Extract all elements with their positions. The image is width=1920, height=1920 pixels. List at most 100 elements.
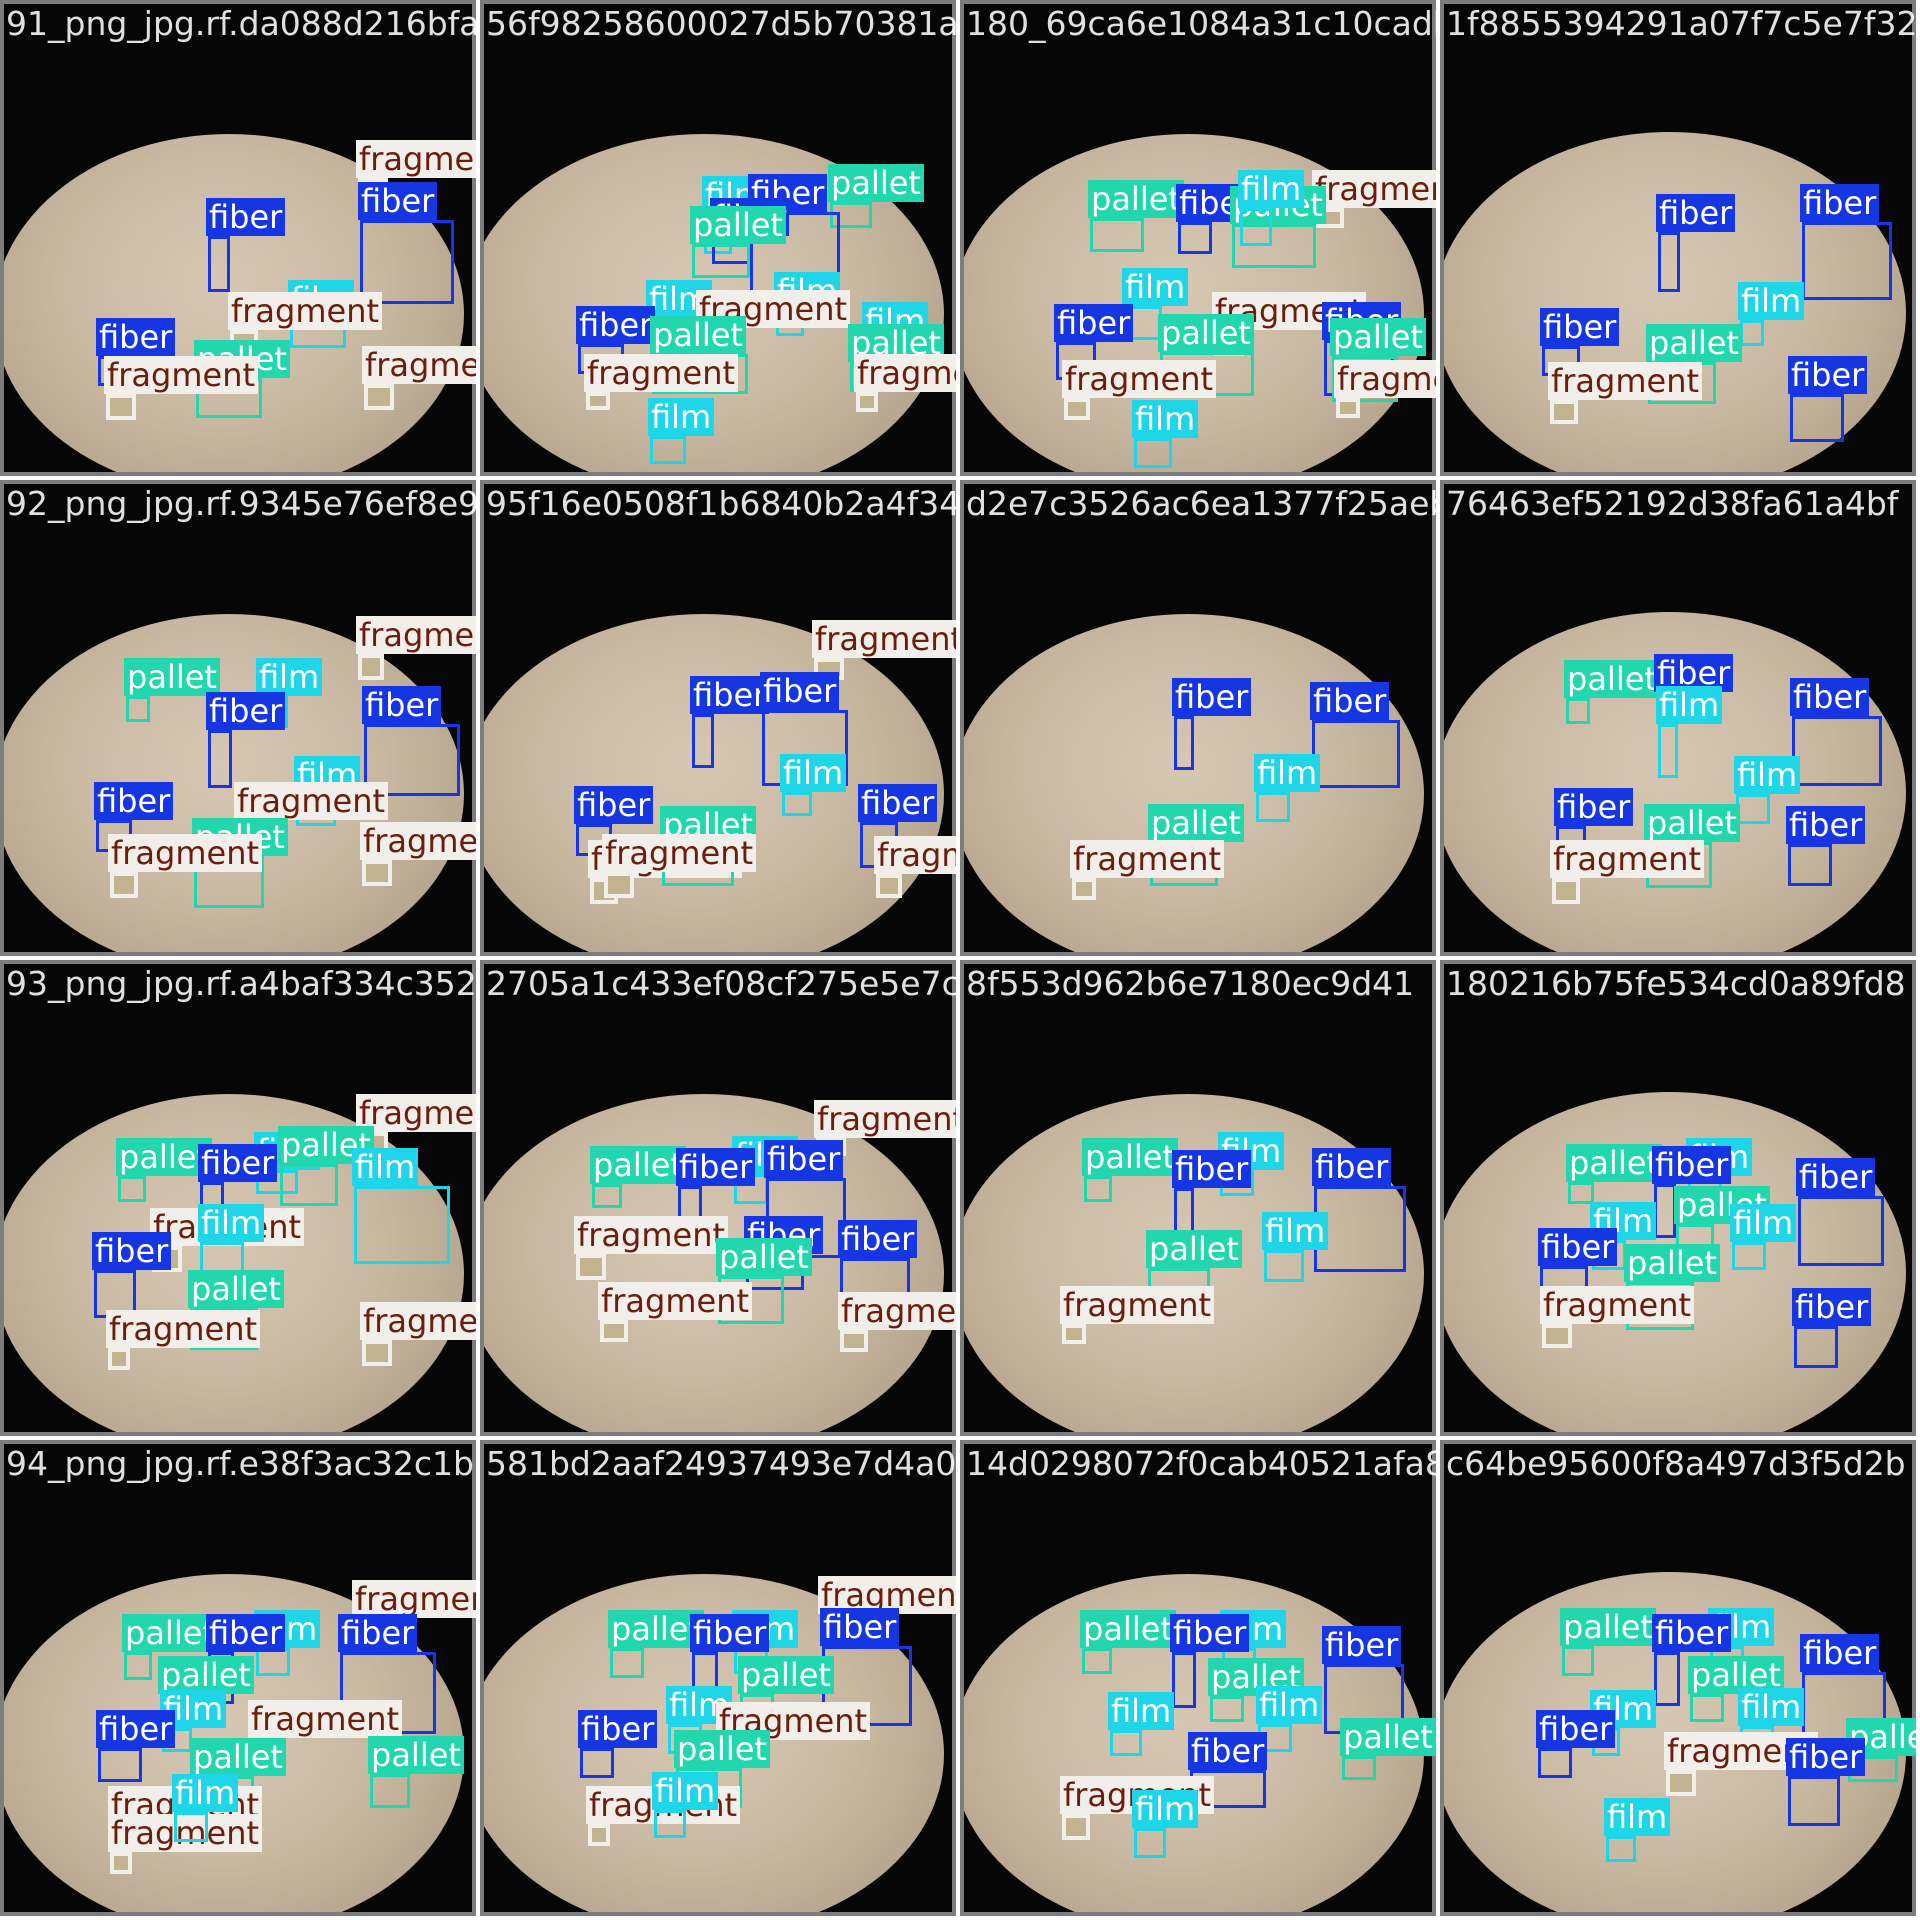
film-box	[174, 1812, 208, 1842]
mosaic-tile: fragmentpalletfilmfiberfiberfilmfiberfra…	[0, 480, 476, 956]
film-label: film	[256, 658, 322, 696]
mosaic-tile: fragmentfilmpalletfiberfiberfragmentfibe…	[480, 960, 956, 1436]
fragment-label: fragment	[574, 1216, 728, 1254]
fragment-label: fragment	[360, 1302, 476, 1340]
fragment-box	[362, 1340, 392, 1366]
pallet-label: pallet	[590, 1146, 686, 1184]
film-label: film	[1738, 282, 1804, 320]
pallet-label: pallet	[1624, 1244, 1720, 1282]
fragment-box	[108, 1348, 130, 1370]
fiber-label: fiber	[92, 1232, 171, 1270]
fragment-box	[1062, 1814, 1090, 1840]
film-label: film	[780, 754, 846, 792]
pallet-label: pallet	[1146, 1230, 1242, 1268]
pallet-label: pallet	[650, 316, 746, 354]
film-box	[1606, 1836, 1636, 1862]
fragment-box	[110, 1852, 132, 1874]
fiber-label: fiber	[198, 1144, 277, 1182]
fiber-label: fiber	[1790, 678, 1869, 716]
tile-filename: 14d0298072f0cab40521afa81	[966, 1444, 1436, 1484]
film-label: film	[652, 1772, 718, 1810]
fragment-label: fragment	[1548, 362, 1702, 400]
fragment-label: fragment	[360, 822, 476, 860]
film-box	[650, 436, 686, 464]
fiber-label: fiber	[690, 1614, 769, 1652]
film-label: film	[1604, 1798, 1670, 1836]
film-box	[654, 1810, 686, 1838]
fragment-box	[1552, 878, 1580, 904]
fiber-label: fiber	[1652, 1614, 1731, 1652]
fiber-label: fiber	[1800, 1634, 1879, 1672]
fiber-box	[1658, 232, 1680, 292]
pallet-label: pallet	[1158, 314, 1254, 352]
fragment-label: fragment	[838, 1292, 956, 1330]
film-box	[782, 792, 812, 816]
pallet-label: pallet	[1564, 660, 1660, 698]
pallet-box	[1084, 1176, 1112, 1202]
pallet-box	[1210, 1696, 1244, 1722]
fiber-label: fiber	[1188, 1732, 1267, 1770]
fragment-label: fragment	[584, 354, 738, 392]
mosaic-tile: fragmentpalletfilmfiberfiberpalletfilmfi…	[0, 1440, 476, 1916]
pallet-box	[1568, 1182, 1594, 1204]
film-label: film	[1738, 1688, 1804, 1726]
film-label: film	[1122, 268, 1188, 306]
pallet-box	[118, 1176, 146, 1202]
fiber-label: fiber	[574, 786, 653, 824]
tile-filename: 93_png_jpg.rf.a4baf334c352	[6, 964, 476, 1004]
film-box	[1240, 208, 1272, 246]
film-box	[1264, 1250, 1304, 1282]
tile-filename: 56f98258600027d5b70381ab	[486, 4, 956, 44]
pallet-label: pallet	[1646, 324, 1742, 362]
fiber-label: fiber	[96, 318, 175, 356]
pallet-label: pallet	[158, 1656, 254, 1694]
fiber-label: fiber	[838, 1220, 917, 1258]
pallet-box	[370, 1774, 410, 1808]
tile-filename: 1f8855394291a07f7c5e7f32	[1446, 4, 1916, 44]
pallet-label: pallet	[674, 1730, 770, 1768]
film-box	[1740, 320, 1764, 346]
fragment-label: fragment	[228, 292, 382, 330]
film-box	[1134, 438, 1172, 468]
fiber-label: fiber	[1796, 1158, 1875, 1196]
fragment-box	[576, 1254, 606, 1280]
fragment-box	[588, 1824, 610, 1846]
fragment-label: fragment	[1060, 1286, 1214, 1324]
fragment-box	[840, 1330, 868, 1352]
fragment-label: fragment	[1070, 840, 1224, 878]
fragment-label: fragment	[108, 834, 262, 872]
pallet-label: pallet	[124, 658, 220, 696]
fiber-label: fiber	[1786, 1738, 1865, 1776]
film-label: film	[172, 1774, 238, 1812]
fiber-label: fiber	[1172, 1150, 1251, 1188]
fiber-box	[1178, 222, 1212, 254]
film-box	[1732, 1242, 1766, 1270]
mosaic-tile: fiber fiber film fiber pallet fragment fiber 1f…	[1440, 0, 1916, 476]
mosaic-tile: fragmentfiberfiberfilmfragmentfiberpalle…	[0, 0, 476, 476]
tile-filename: d2e7c3526ac6ea1377f25aeb	[966, 484, 1436, 524]
fragment-label: fragment	[598, 1282, 752, 1320]
film-box	[1658, 724, 1678, 778]
fiber-label: fiber	[1536, 1710, 1615, 1748]
pallet-box	[1690, 1694, 1724, 1722]
pallet-label: pallet	[1560, 1608, 1656, 1646]
fiber-label: fiber	[96, 1710, 175, 1748]
pallet-label: pallet	[188, 1270, 284, 1308]
film-label: film	[1734, 756, 1800, 794]
fragment-label: fragment	[874, 836, 956, 874]
tile-filename: 92_png_jpg.rf.9345e76ef8e9	[6, 484, 476, 524]
fiber-box	[1788, 1776, 1840, 1826]
fragment-box	[586, 392, 610, 410]
pallet-label: pallet	[1644, 804, 1740, 842]
fiber-box	[1802, 222, 1892, 300]
fragment-box	[1550, 400, 1578, 424]
film-label: film	[648, 398, 714, 436]
film-label: film	[1256, 1686, 1322, 1724]
pallet-box	[610, 1648, 644, 1678]
fiber-label: fiber	[358, 182, 437, 220]
fragment-label: fragment	[356, 140, 476, 178]
fragment-label: fragment	[234, 782, 388, 820]
fiber-label: fiber	[760, 672, 839, 710]
film-label: film	[352, 1148, 418, 1186]
